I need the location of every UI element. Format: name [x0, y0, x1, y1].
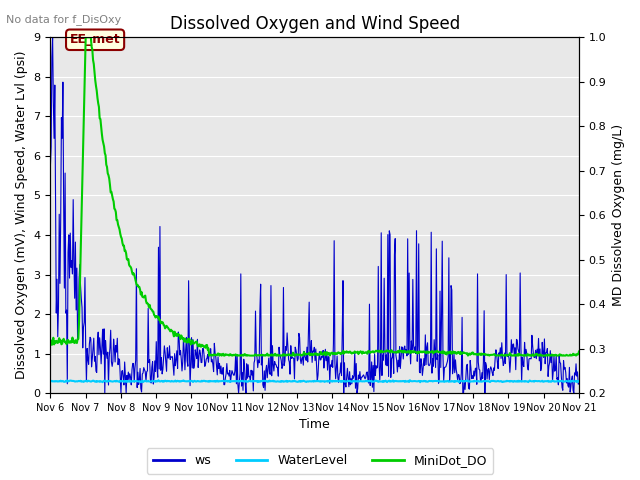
Title: Dissolved Oxygen and Wind Speed: Dissolved Oxygen and Wind Speed	[170, 15, 460, 33]
Y-axis label: Dissolved Oxygen (mV), Wind Speed, Water Lvl (psi): Dissolved Oxygen (mV), Wind Speed, Water…	[15, 51, 28, 380]
X-axis label: Time: Time	[300, 419, 330, 432]
Legend: ws, WaterLevel, MiniDot_DO: ws, WaterLevel, MiniDot_DO	[147, 448, 493, 474]
Y-axis label: MD Dissolved Oxygen (mg/L): MD Dissolved Oxygen (mg/L)	[612, 124, 625, 306]
Text: No data for f_DisOxy: No data for f_DisOxy	[6, 14, 122, 25]
Text: EE_met: EE_met	[70, 33, 120, 46]
